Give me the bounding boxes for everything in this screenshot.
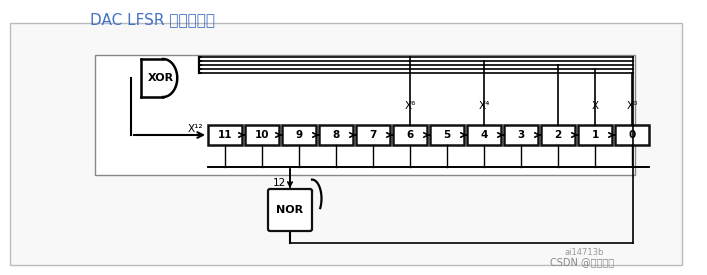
Text: CSDN @比特冬哥: CSDN @比特冬哥 <box>550 257 614 267</box>
FancyBboxPatch shape <box>467 125 501 145</box>
Text: X⁶: X⁶ <box>404 101 416 111</box>
Text: 5: 5 <box>443 130 450 140</box>
FancyBboxPatch shape <box>10 23 682 265</box>
Text: X¹²: X¹² <box>187 124 203 134</box>
Text: 11: 11 <box>218 130 233 140</box>
FancyBboxPatch shape <box>615 125 649 145</box>
FancyBboxPatch shape <box>541 125 575 145</box>
Text: X: X <box>592 101 599 111</box>
Text: XOR: XOR <box>148 73 174 83</box>
Text: 7: 7 <box>369 130 377 140</box>
FancyBboxPatch shape <box>268 189 312 231</box>
FancyBboxPatch shape <box>282 125 316 145</box>
Text: 9: 9 <box>296 130 303 140</box>
Text: X⁴: X⁴ <box>479 101 490 111</box>
FancyBboxPatch shape <box>430 125 464 145</box>
Text: 3: 3 <box>518 130 525 140</box>
Text: 4: 4 <box>480 130 488 140</box>
Text: 8: 8 <box>332 130 339 140</box>
FancyBboxPatch shape <box>393 125 427 145</box>
Text: 6: 6 <box>407 130 414 140</box>
FancyBboxPatch shape <box>95 55 635 175</box>
Text: 0: 0 <box>629 130 636 140</box>
Text: NOR: NOR <box>276 205 303 215</box>
Text: X⁰: X⁰ <box>626 101 638 111</box>
Text: 12: 12 <box>273 178 286 188</box>
Text: 1: 1 <box>591 130 599 140</box>
Text: 2: 2 <box>554 130 561 140</box>
FancyBboxPatch shape <box>504 125 538 145</box>
Text: 10: 10 <box>255 130 269 140</box>
FancyBboxPatch shape <box>319 125 353 145</box>
FancyBboxPatch shape <box>356 125 390 145</box>
FancyBboxPatch shape <box>578 125 612 145</box>
Text: DAC LFSR 寄存器算法: DAC LFSR 寄存器算法 <box>90 12 215 27</box>
Text: ai14713b: ai14713b <box>565 248 604 257</box>
FancyBboxPatch shape <box>245 125 279 145</box>
FancyBboxPatch shape <box>208 125 242 145</box>
